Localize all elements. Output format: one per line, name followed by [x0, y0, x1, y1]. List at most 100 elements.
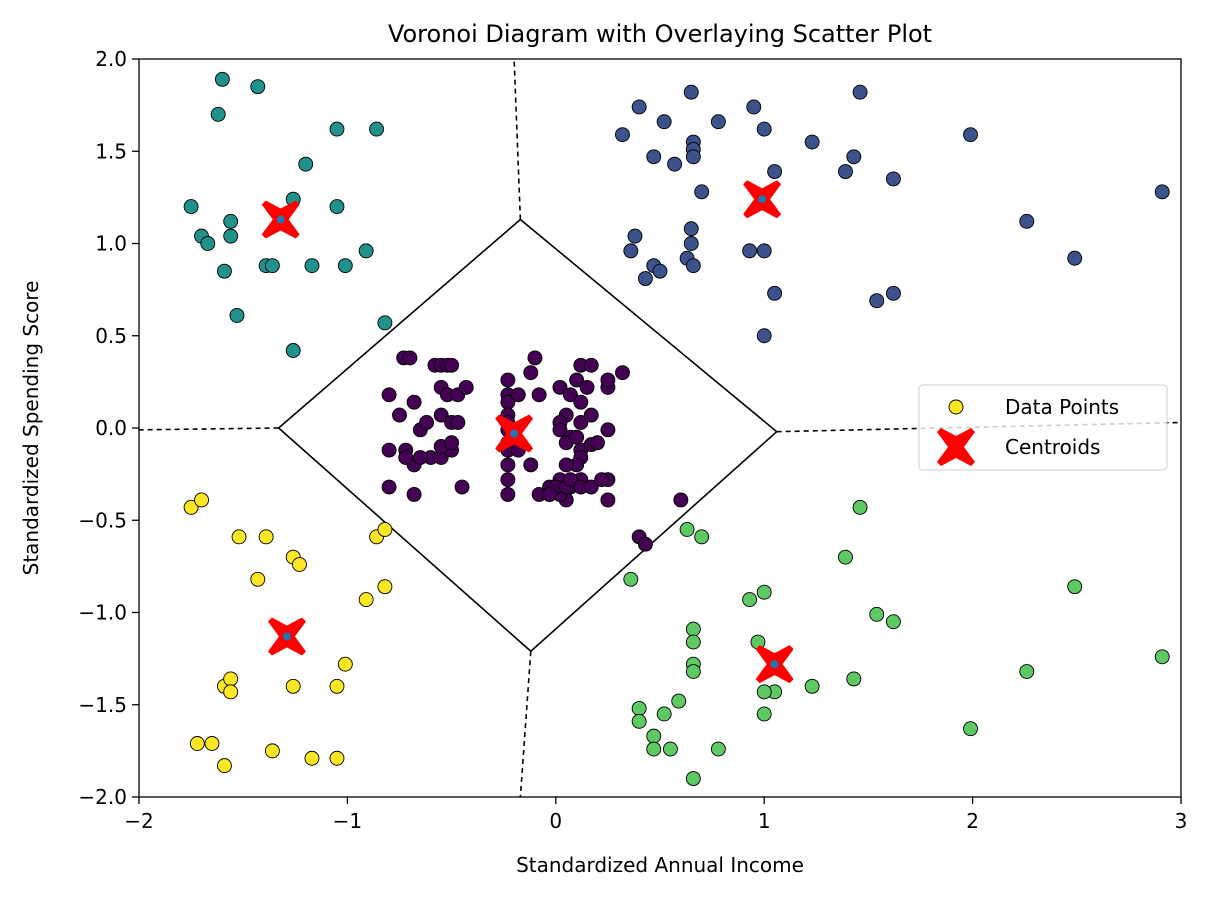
- data-point: [569, 372, 585, 388]
- data-point: [623, 243, 639, 259]
- data-point: [671, 693, 687, 709]
- centroid: [261, 200, 300, 239]
- series-bottom-right: [623, 499, 1170, 786]
- data-point: [631, 99, 647, 115]
- data-point: [369, 121, 385, 137]
- data-point: [1154, 184, 1170, 200]
- y-tick-label: 2.0: [95, 47, 127, 71]
- centroid-marker: [937, 428, 975, 466]
- data-point: [646, 728, 662, 744]
- x-tick-label: 1: [758, 809, 771, 833]
- centroid-center-dot: [276, 215, 285, 224]
- y-tick-label: −1.0: [78, 601, 127, 625]
- series-bottom-left: [183, 492, 393, 774]
- data-point: [615, 127, 630, 143]
- x-axis-label: Standardized Annual Income: [516, 853, 804, 877]
- voronoi-ridge-dashed: [519, 651, 532, 797]
- voronoi-edge: [278, 218, 521, 429]
- data-point: [527, 350, 543, 366]
- y-tick-label: −1.5: [78, 693, 127, 717]
- data-point: [329, 678, 345, 694]
- data-point: [631, 700, 647, 716]
- centroid: [755, 645, 794, 684]
- data-point: [500, 457, 516, 473]
- y-tick-label: −0.5: [78, 508, 127, 532]
- data-point: [552, 379, 568, 395]
- data-point: [710, 114, 726, 130]
- centroid-center-dot: [758, 195, 767, 204]
- data-point: [679, 522, 695, 537]
- data-point: [767, 164, 783, 179]
- data-point: [214, 71, 230, 87]
- x-tick-label: −1: [333, 809, 362, 833]
- data-point: [756, 584, 772, 600]
- legend-data-points-marker: [948, 399, 964, 415]
- legend-centroids-marker: [937, 428, 975, 466]
- data-point: [189, 736, 205, 751]
- data-point: [662, 741, 678, 757]
- data-point: [637, 536, 653, 552]
- data-point: [377, 522, 393, 537]
- legend-label-centroids: Centroids: [1005, 435, 1100, 459]
- data-point: [685, 258, 701, 274]
- data-point: [838, 164, 853, 179]
- data-point: [631, 713, 647, 729]
- data-point: [216, 263, 232, 279]
- data-point: [264, 258, 280, 274]
- data-point: [444, 435, 460, 451]
- data-point: [573, 415, 589, 430]
- data-point: [210, 106, 226, 122]
- data-point: [583, 479, 599, 495]
- data-point: [583, 357, 599, 373]
- data-point: [569, 429, 585, 445]
- data-point: [1067, 579, 1083, 595]
- data-point: [846, 671, 862, 687]
- legend: Data Points Centroids: [918, 384, 1168, 471]
- data-point: [685, 149, 701, 165]
- data-point: [329, 199, 345, 215]
- y-tick-label: 0.5: [95, 324, 127, 348]
- data-point: [846, 149, 862, 165]
- data-point: [223, 671, 239, 687]
- data-point: [264, 743, 280, 759]
- centroid: [743, 180, 782, 219]
- data-point: [552, 422, 568, 438]
- data-point: [656, 114, 672, 130]
- x-tick-label: 0: [549, 809, 562, 833]
- data-point: [229, 308, 245, 323]
- data-point: [685, 771, 701, 786]
- data-point: [419, 415, 435, 430]
- data-point: [183, 499, 199, 515]
- data-point: [562, 472, 578, 488]
- centroid-center-dot: [510, 429, 519, 438]
- data-point: [542, 486, 557, 502]
- data-point: [250, 79, 266, 95]
- series-center: [381, 350, 689, 552]
- y-tick-label: 1.5: [95, 139, 127, 163]
- centroid-center-dot: [282, 632, 291, 641]
- x-tick-label: 2: [966, 809, 979, 833]
- y-axis-label: Standardized Spending Score: [19, 281, 43, 576]
- data-point: [337, 656, 353, 672]
- voronoi-ridge-dashed: [139, 427, 279, 431]
- data-point: [683, 236, 699, 251]
- data-point: [250, 571, 266, 587]
- data-point: [600, 372, 616, 388]
- data-point: [406, 394, 422, 410]
- data-point: [216, 758, 232, 774]
- data-point: [304, 750, 320, 766]
- data-point: [398, 450, 414, 465]
- data-point: [258, 529, 274, 545]
- data-point: [885, 171, 901, 187]
- data-point: [627, 228, 643, 244]
- data-point: [285, 678, 301, 694]
- data-point: [1154, 649, 1170, 665]
- data-point: [885, 614, 901, 630]
- data-point: [304, 258, 320, 274]
- data-point: [963, 721, 978, 737]
- data-point: [1067, 250, 1083, 266]
- data-point: [510, 387, 526, 403]
- series-top-right: [615, 84, 1170, 344]
- data-point: [412, 450, 428, 465]
